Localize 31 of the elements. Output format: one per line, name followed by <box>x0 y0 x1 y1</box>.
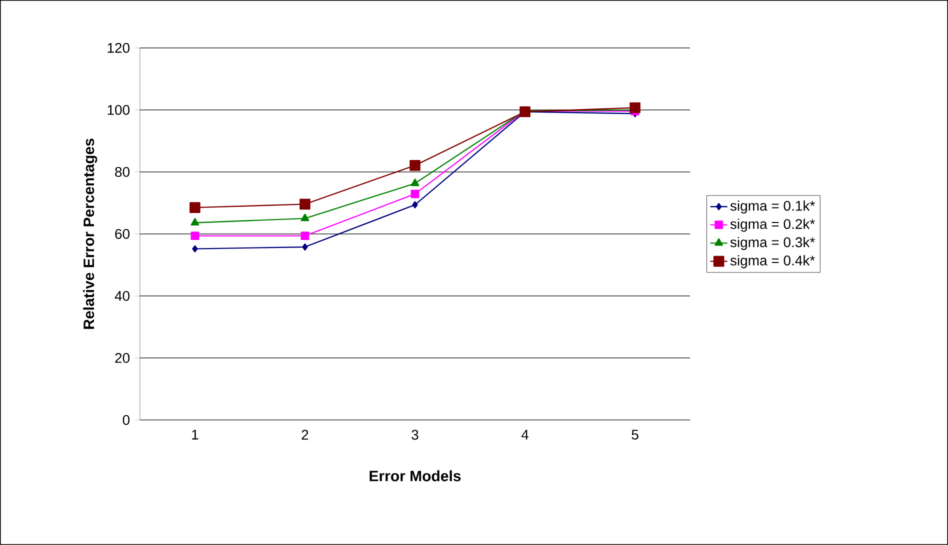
point <box>410 178 420 186</box>
point <box>190 232 200 240</box>
x-tick-label: 5 <box>632 430 638 440</box>
legend-label: sigma = 0.4k* <box>730 255 815 268</box>
y-tick-label: 120 <box>108 42 130 53</box>
y-tick-label: 80 <box>115 167 130 177</box>
y-tick-label: 0 <box>122 415 130 425</box>
legend-label: sigma = 0.2k* <box>730 218 815 232</box>
point <box>300 198 310 210</box>
x-tick-label: 4 <box>521 430 528 440</box>
point <box>410 160 420 171</box>
point <box>410 190 420 198</box>
y-tick-label: 20 <box>115 353 130 363</box>
point <box>192 245 198 252</box>
point <box>630 102 640 114</box>
point <box>302 243 308 251</box>
y-tick-label: 60 <box>115 229 130 239</box>
x-tick-label: 1 <box>192 430 198 440</box>
legend-label: sigma = 0.1k* <box>730 200 815 214</box>
point <box>412 201 418 208</box>
point <box>300 214 310 222</box>
x-axis-title: Error Models <box>370 470 461 482</box>
x-tick-label: 2 <box>302 430 308 440</box>
point <box>190 202 200 214</box>
point <box>190 218 200 226</box>
y-tick-label: 40 <box>114 291 130 301</box>
y-tick-label: 100 <box>108 105 130 115</box>
y-axis-title: Relative Error Percentages <box>83 138 98 329</box>
legend-label: sigma = 0.3k* <box>730 236 815 250</box>
point <box>300 232 310 240</box>
x-tick-label: 3 <box>412 430 418 440</box>
